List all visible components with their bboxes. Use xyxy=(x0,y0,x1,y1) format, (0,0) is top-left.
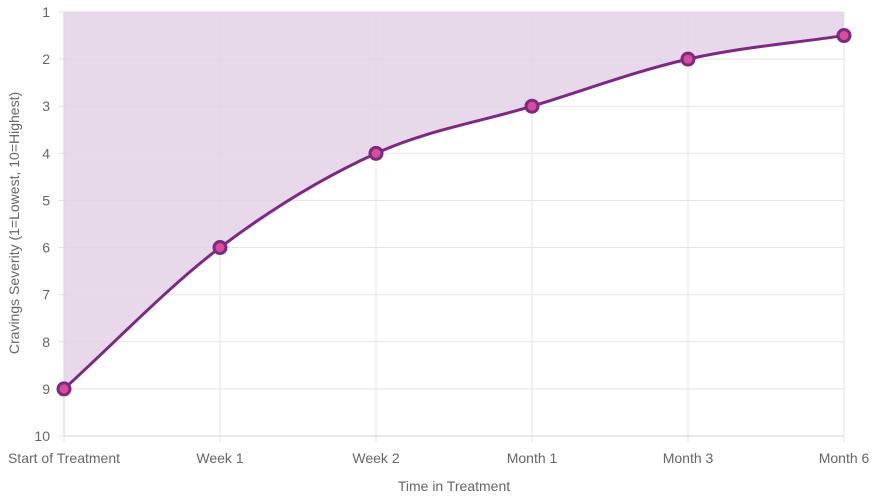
x-axis-title: Time in Treatment xyxy=(398,478,510,494)
points-layer xyxy=(56,28,852,397)
data-point[interactable] xyxy=(368,145,384,161)
data-point[interactable] xyxy=(836,28,852,44)
y-tick-labels: 1 2 3 4 5 6 7 8 9 10 xyxy=(34,4,50,444)
x-tick-label: Month 6 xyxy=(819,450,870,466)
x-tick-labels: Start of Treatment Week 1 Week 2 Month 1 Mon… xyxy=(8,450,870,466)
y-axis-title: Cravings Severity (1=Lowest, 10=Highest) xyxy=(6,92,22,354)
y-tick-label: 4 xyxy=(42,145,50,161)
x-tick-label: Start of Treatment xyxy=(8,450,120,466)
y-tick-label: 2 xyxy=(42,51,50,67)
y-tick-label: 10 xyxy=(34,428,50,444)
data-point[interactable] xyxy=(524,98,540,114)
y-tick-label: 5 xyxy=(42,192,50,208)
x-tick-label: Month 3 xyxy=(663,450,714,466)
x-tick-label: Week 2 xyxy=(352,450,399,466)
data-point[interactable] xyxy=(212,240,228,256)
y-tick-label: 9 xyxy=(42,381,50,397)
series-line xyxy=(62,34,845,391)
y-tick-label: 6 xyxy=(42,240,50,256)
y-tick-label: 7 xyxy=(42,287,50,303)
y-tick-label: 1 xyxy=(42,4,50,20)
data-point[interactable] xyxy=(56,381,72,397)
y-tick-label: 8 xyxy=(42,334,50,350)
data-point[interactable] xyxy=(680,51,696,67)
area-fill xyxy=(64,12,844,389)
x-tick-label: Month 1 xyxy=(507,450,558,466)
y-tick-label: 3 xyxy=(42,98,50,114)
x-tick-label: Week 1 xyxy=(196,450,243,466)
